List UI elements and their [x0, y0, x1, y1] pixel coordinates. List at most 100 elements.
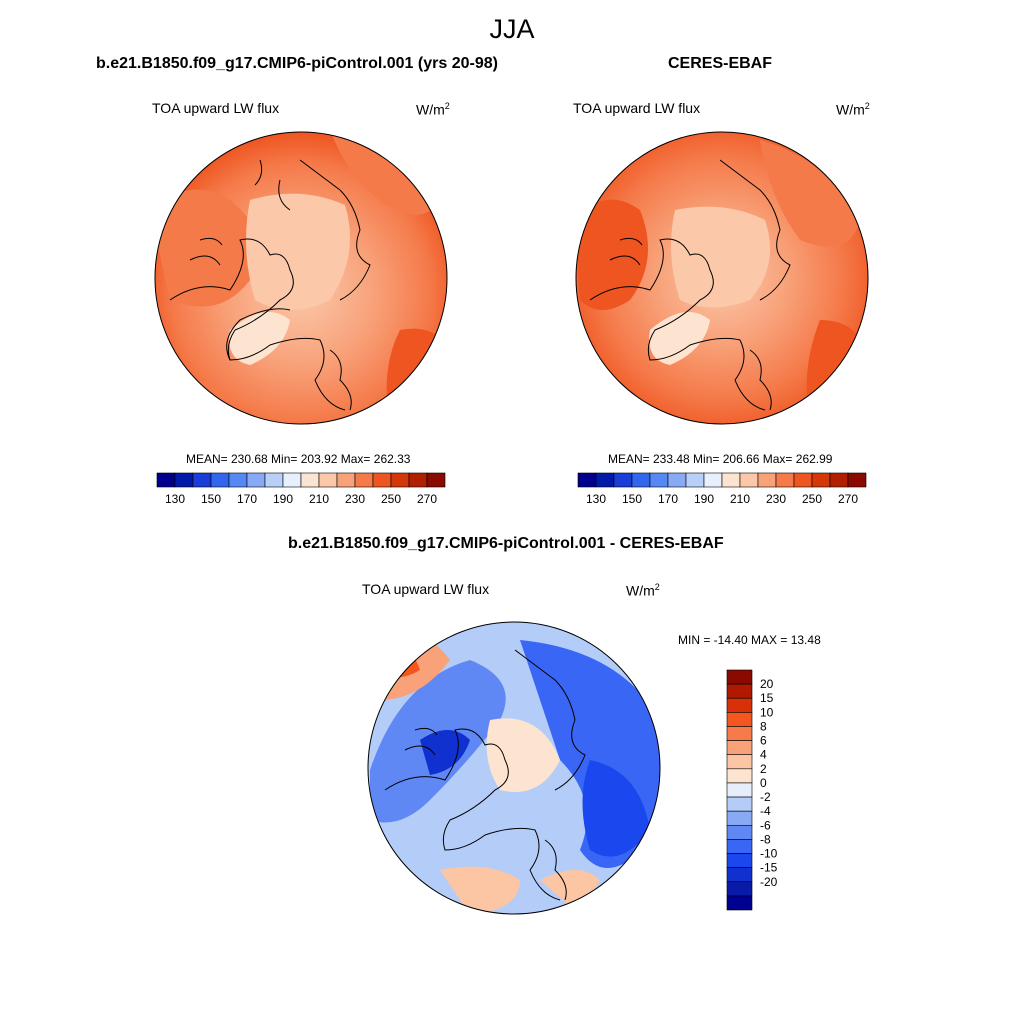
colorbar-tick-label: 270: [838, 492, 858, 506]
diff-variable-label: TOA upward LW flux: [362, 581, 490, 597]
unit-base: W/m: [836, 101, 865, 118]
unit-exponent: 2: [864, 101, 870, 111]
colorbar-swatch: [721, 472, 741, 488]
colorbar-swatch: [246, 472, 266, 488]
model-variable-label: TOA upward LW flux: [152, 100, 280, 116]
colorbar-tick-label: 130: [165, 492, 185, 506]
obs-panel-title: CERES-EBAF: [668, 55, 773, 72]
colorbar-tick-label: -6: [760, 818, 771, 832]
colorbar-swatch: [726, 683, 753, 699]
colorbar-swatch: [685, 472, 705, 488]
colorbar-tick-label: -15: [760, 861, 778, 875]
unit-exponent: 2: [654, 582, 660, 592]
colorbar-tick-label: 130: [586, 492, 606, 506]
colorbar-swatch: [595, 472, 615, 488]
colorbar-tick-label: 210: [730, 492, 750, 506]
colorbar-swatch: [210, 472, 230, 488]
figure-season-title: JJA: [489, 14, 535, 44]
unit-base: W/m: [626, 582, 655, 599]
colorbar-swatch: [408, 472, 428, 488]
colorbar-tick-label: 6: [760, 734, 767, 748]
colorbar-swatch: [726, 669, 753, 685]
diff-polar-map: [367, 621, 661, 915]
colorbar-swatch: [667, 472, 687, 488]
colorbar-swatch: [726, 754, 753, 770]
colorbar-swatch: [372, 472, 392, 488]
obs-stats-text: MEAN= 233.48 Min= 206.66 Max= 262.99: [608, 452, 833, 466]
colorbar-tick-label: 2: [760, 762, 767, 776]
colorbar-tick-label: 8: [760, 719, 767, 733]
colorbar-tick-label: 170: [658, 492, 678, 506]
model-stats-text: MEAN= 230.68 Min= 203.92 Max= 262.33: [186, 452, 411, 466]
colorbar-swatch: [264, 472, 284, 488]
colorbar-swatch: [426, 472, 446, 488]
model-polar-map: [154, 131, 448, 425]
obs-unit-label: W/m2: [836, 101, 870, 118]
model-colorbar: 130 150 170 190 210 230 250 270: [156, 472, 446, 506]
colorbar-swatch: [649, 472, 669, 488]
colorbar-swatch: [613, 472, 633, 488]
colorbar-swatch: [318, 472, 338, 488]
colorbar-tick-label: 15: [760, 691, 774, 705]
colorbar-tick-label: 150: [622, 492, 642, 506]
colorbar-tick-label: 210: [309, 492, 329, 506]
diff-unit-label: W/m2: [626, 582, 660, 599]
colorbar-tick-label: 170: [237, 492, 257, 506]
colorbar-swatch: [847, 472, 867, 488]
obs-polar-map: [575, 131, 869, 425]
colorbar-tick-label: 0: [760, 776, 767, 790]
colorbar-swatch: [631, 472, 651, 488]
diff-panel-title: b.e21.B1850.f09_g17.CMIP6-piControl.001 …: [288, 535, 724, 552]
colorbar-swatch: [300, 472, 320, 488]
colorbar-tick-label: 10: [760, 705, 774, 719]
colorbar-tick-label: 270: [417, 492, 437, 506]
colorbar-tick-label: 4: [760, 748, 767, 762]
colorbar-tick-label: 250: [381, 492, 401, 506]
colorbar-swatch: [726, 782, 753, 798]
colorbar-tick-label: 230: [766, 492, 786, 506]
diff-stats-text: MIN = -14.40 MAX = 13.48: [678, 633, 821, 647]
unit-base: W/m: [416, 101, 445, 118]
colorbar-swatch: [390, 472, 410, 488]
colorbar-tick-label: 150: [201, 492, 221, 506]
colorbar-swatch: [192, 472, 212, 488]
colorbar-swatch: [726, 895, 753, 911]
colorbar-swatch: [726, 853, 753, 868]
colorbar-swatch: [174, 472, 194, 488]
colorbar-tick-label: -10: [760, 847, 778, 861]
colorbar-swatch: [726, 796, 753, 812]
model-unit-label: W/m2: [416, 101, 450, 118]
colorbar-tick-label: 20: [760, 677, 774, 691]
colorbar-swatch: [726, 712, 753, 727]
colorbar-swatch: [775, 472, 795, 488]
colorbar-swatch: [228, 472, 248, 488]
colorbar-swatch: [829, 472, 849, 488]
colorbar-tick-label: -8: [760, 832, 771, 846]
colorbar-tick-label: 250: [802, 492, 822, 506]
colorbar-swatch: [354, 472, 374, 488]
colorbar-tick-label: -20: [760, 875, 778, 889]
colorbar-tick-label: 190: [273, 492, 293, 506]
colorbar-swatch: [726, 810, 753, 826]
colorbar-swatch: [726, 740, 753, 756]
obs-variable-label: TOA upward LW flux: [573, 100, 701, 116]
unit-exponent: 2: [444, 101, 450, 111]
colorbar-swatch: [811, 472, 831, 488]
model-panel-title: b.e21.B1850.f09_g17.CMIP6-piControl.001 …: [96, 55, 498, 72]
colorbar-swatch: [156, 472, 176, 488]
colorbar-tick-label: -2: [760, 790, 771, 804]
colorbar-swatch: [757, 472, 777, 488]
colorbar-swatch: [336, 472, 356, 488]
colorbar-tick-label: 190: [694, 492, 714, 506]
colorbar-tick-label: 230: [345, 492, 365, 506]
colorbar-swatch: [739, 472, 759, 488]
obs-colorbar: 130 150 170 190 210 230 250 270: [577, 472, 867, 506]
colorbar-swatch: [726, 867, 753, 883]
colorbar-swatch: [703, 472, 723, 488]
colorbar-swatch: [726, 768, 753, 784]
colorbar-swatch: [793, 472, 813, 488]
colorbar-swatch: [726, 881, 753, 897]
colorbar-tick-label: -4: [760, 804, 771, 818]
